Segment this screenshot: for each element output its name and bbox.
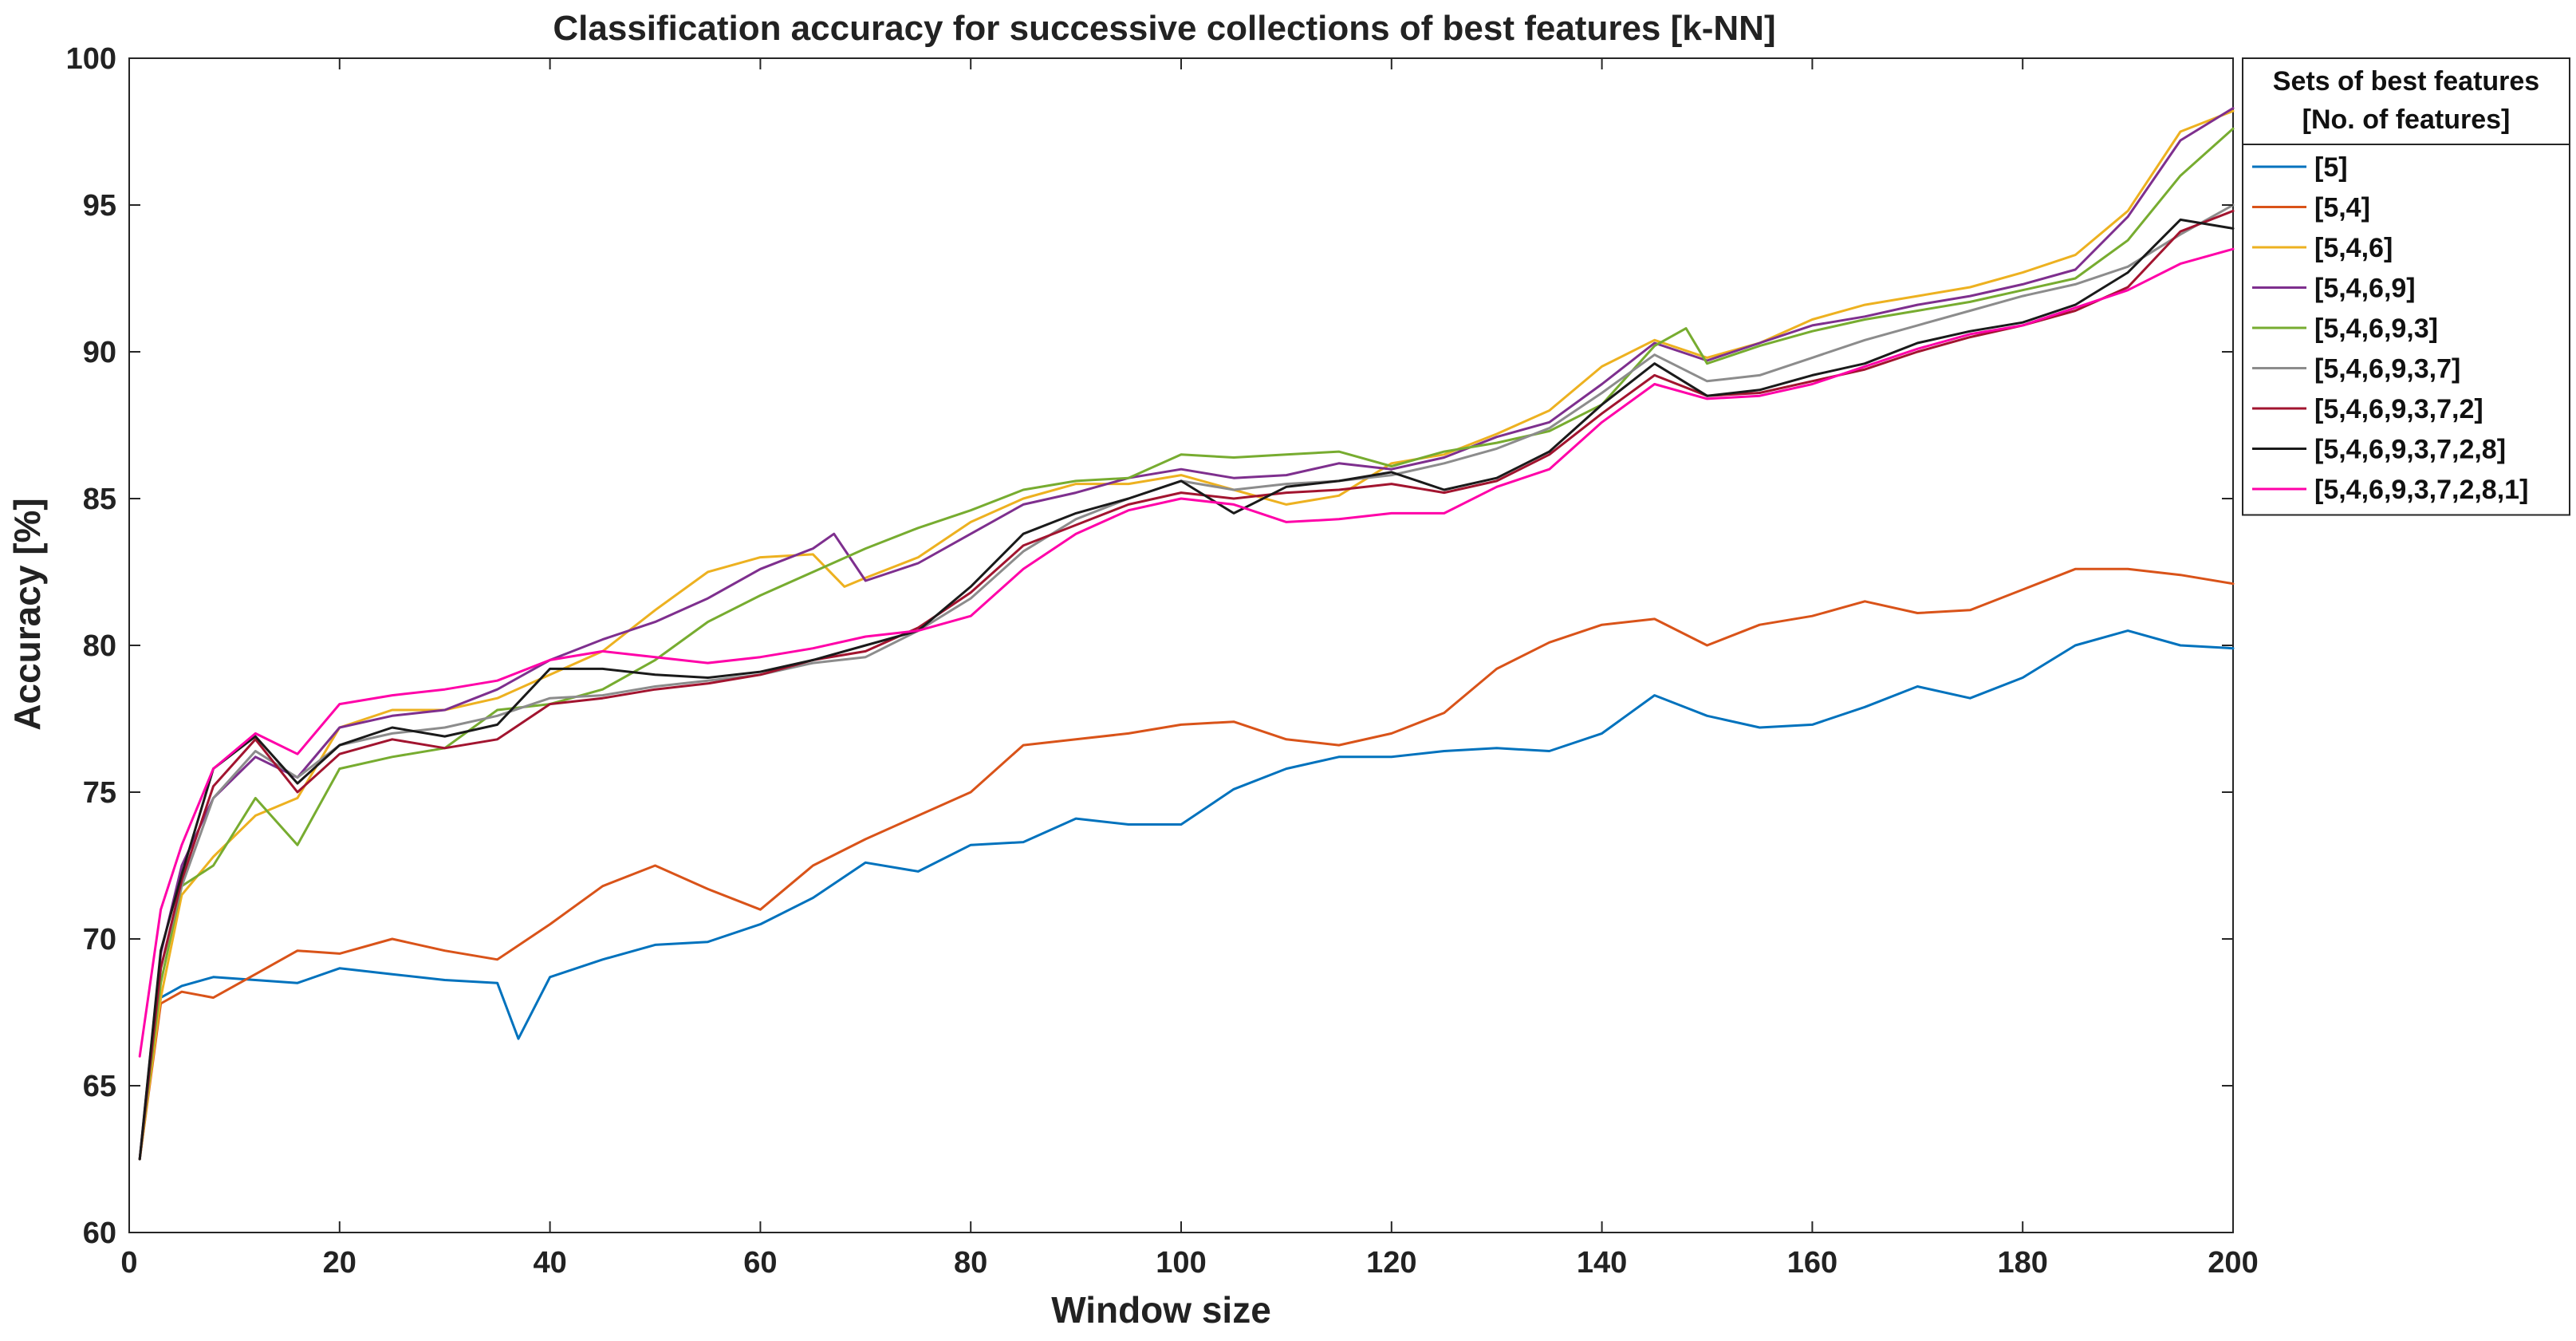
x-tick-label: 180: [1997, 1246, 2047, 1280]
series-line-1: [138, 629, 2235, 1161]
legend-entry-label: [5,4]: [2314, 193, 2370, 223]
y-tick-label: 70: [83, 923, 116, 956]
series-line-3: [138, 109, 2235, 1161]
x-tick-label: 200: [2208, 1246, 2258, 1280]
legend-entry-label: [5,4,6,9]: [2314, 274, 2416, 304]
series-line-4: [138, 107, 2235, 1161]
legend-entry-label: [5,4,6,9,3,7,2,8,1]: [2314, 475, 2528, 505]
x-axis: 0 20 40 60 80 100 120 140 160 180 200: [120, 58, 2259, 1280]
x-tick-label: 120: [1366, 1246, 1416, 1280]
legend-title-line: [No. of features]: [2302, 105, 2511, 135]
chart-title: Classification accuracy for successive c…: [553, 9, 1775, 48]
x-tick-label: 60: [743, 1246, 777, 1280]
legend-entry-label: [5,4,6,9,3,7,2]: [2314, 394, 2483, 424]
x-tick-label: 40: [533, 1246, 566, 1280]
x-axis-label: Window size: [1051, 1289, 1271, 1331]
legend-entry-label: [5,4,6,9,3]: [2314, 314, 2438, 344]
series-line-5: [138, 127, 2235, 1161]
x-tick-label: 80: [954, 1246, 987, 1280]
y-tick-label: 90: [83, 336, 116, 369]
legend-title-line: Sets of best features: [2273, 66, 2539, 97]
y-tick-label: 95: [83, 189, 116, 223]
y-axis-label: Accuracy [%]: [6, 498, 48, 730]
legend-entry-label: [5,4,6,9,3,7]: [2314, 354, 2460, 385]
y-tick-label: 85: [83, 483, 116, 516]
plot-area: [128, 57, 2235, 1233]
series-line-2: [138, 567, 2235, 1161]
series-line-8: [138, 218, 2235, 1161]
y-tick-label: 60: [83, 1217, 116, 1250]
series-line-7: [138, 209, 2235, 1161]
legend-entry-label: [5]: [2314, 152, 2348, 183]
x-tick-label: 20: [323, 1246, 356, 1280]
y-tick-label: 80: [83, 629, 116, 663]
series-line-9: [138, 247, 2235, 1058]
y-tick-label: 100: [66, 42, 116, 76]
x-tick-label: 140: [1577, 1246, 1627, 1280]
y-axis: 60 65 70 75 80 85 90 95 100: [66, 42, 2233, 1250]
x-tick-label: 0: [120, 1246, 137, 1280]
legend-entry-label: [5,4,6]: [2314, 233, 2393, 263]
y-tick-label: 75: [83, 776, 116, 810]
x-tick-label: 100: [1156, 1246, 1206, 1280]
x-tick-label: 160: [1787, 1246, 1837, 1280]
legend: Sets of best features [No. of features] [5…: [2242, 57, 2570, 516]
y-tick-label: 65: [83, 1070, 116, 1103]
legend-entry-label: [5,4,6,9,3,7,2,8]: [2314, 435, 2506, 465]
